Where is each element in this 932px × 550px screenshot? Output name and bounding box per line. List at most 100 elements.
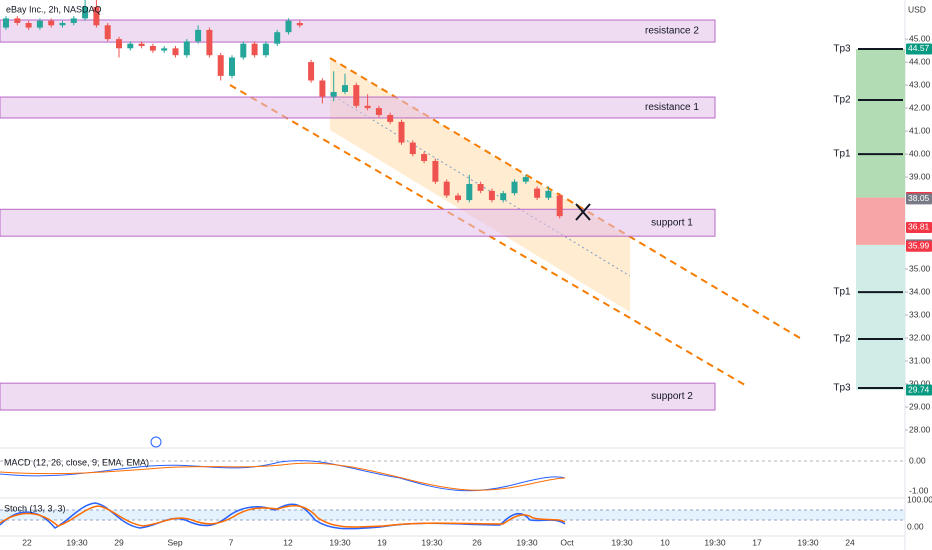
y-tick-label: 30.00 — [909, 378, 931, 388]
candle-body — [36, 20, 43, 28]
x-tick-label: 19 — [377, 537, 387, 547]
zone — [0, 19, 716, 43]
x-tick-label: 26 — [472, 537, 482, 547]
candle-body — [25, 22, 32, 28]
candle-body — [217, 55, 224, 76]
candle-body — [466, 183, 473, 201]
candle-body — [387, 114, 394, 122]
price-badge-label: 36.81 — [908, 222, 930, 232]
zone-label: resistance 2 — [645, 26, 699, 37]
zone-label: resistance 1 — [645, 102, 699, 113]
x-tick-label: Sep — [167, 537, 182, 547]
price-badge — [906, 240, 932, 252]
x-tick-label: 19:30 — [516, 537, 538, 547]
candle-body — [364, 105, 371, 109]
channel-lower — [229, 84, 746, 386]
x-tick-label: 19:30 — [329, 537, 351, 547]
zone-label: support 2 — [651, 391, 693, 402]
macd-label: MACD (12, 26, close, 9, EMA, EMA) — [4, 457, 149, 467]
candle-body — [206, 29, 213, 56]
x-tick-label: 24 — [845, 537, 855, 547]
candle-body — [443, 181, 450, 196]
y-tick-label: 33.00 — [909, 309, 931, 319]
candle-body — [455, 195, 461, 201]
x-tick-label: 19:30 — [421, 537, 443, 547]
target-label: Tp3 — [833, 44, 851, 55]
stoch-tick-label: 0.00 — [907, 521, 924, 531]
candle-body — [477, 183, 484, 191]
y-tick-label: 31.00 — [909, 355, 931, 365]
candle-body — [353, 85, 360, 106]
y-tick-label: 43.00 — [909, 79, 931, 89]
price-badge-label: 38.05 — [908, 193, 930, 203]
macd-tick-label: 0.00 — [909, 455, 926, 465]
y-tick-label: 44.00 — [909, 56, 931, 66]
candle-body — [342, 85, 348, 92]
candle-body — [375, 108, 382, 115]
y-tick-label: 45.00 — [909, 33, 931, 43]
profit-box — [856, 48, 905, 198]
stoch-k — [0, 502, 566, 530]
candle-body — [330, 91, 337, 97]
candle-body — [296, 22, 303, 26]
candle-body — [104, 25, 111, 40]
candle-body — [534, 188, 541, 198]
candle-body — [14, 18, 21, 23]
zone — [0, 208, 716, 237]
y-tick-label: 32.00 — [909, 332, 931, 342]
target-label: Tp1 — [833, 149, 851, 160]
candle-body — [545, 190, 552, 198]
y-tick-label: 28.00 — [909, 424, 931, 434]
x-tick-label: 22 — [22, 537, 32, 547]
candle-body — [432, 160, 439, 182]
x-tick-label: 19:30 — [797, 537, 819, 547]
candle-body — [48, 20, 55, 26]
candle-body — [70, 18, 77, 23]
target-label: Tp1 — [833, 287, 851, 298]
candle-body — [229, 57, 235, 76]
candle-body — [285, 20, 292, 33]
target-label: Tp3 — [833, 383, 851, 394]
candle-body — [421, 154, 428, 161]
macd-signal — [0, 462, 566, 491]
candle-body — [3, 18, 9, 28]
x-tick-label: 7 — [229, 537, 234, 547]
candle-body — [240, 43, 247, 58]
x-tick-label: 19:30 — [66, 537, 88, 547]
candle-body — [511, 181, 518, 194]
candle-body — [138, 43, 145, 46]
candle-body — [59, 22, 66, 26]
price-badge — [906, 43, 932, 55]
macd-tick-label: -1.00 — [909, 485, 929, 495]
x-tick-label: 29 — [114, 537, 124, 547]
x-tick-label: 19:30 — [611, 537, 633, 547]
candle-body — [398, 121, 405, 143]
x-tick-label: 12 — [283, 537, 293, 547]
candle-body — [116, 39, 122, 49]
y-tick-label: 42.00 — [909, 102, 931, 112]
candle-body — [274, 32, 281, 44]
candle-body — [161, 48, 168, 51]
zone — [0, 382, 716, 411]
candle-body — [172, 48, 179, 56]
candle-body — [195, 29, 202, 42]
x-tick-label: 10 — [660, 537, 670, 547]
y-tick-label: 39.00 — [909, 171, 931, 181]
stoch-tick-label: 100.00 — [907, 494, 932, 504]
x-tick-label: Oct — [560, 537, 574, 547]
candle-body — [251, 43, 258, 56]
price-badge — [906, 221, 932, 233]
candle-body — [149, 45, 156, 51]
zone-label: support 1 — [651, 217, 693, 228]
candle-body — [82, 6, 89, 19]
profit-box-2 — [856, 244, 905, 391]
x-tick-label: 19:30 — [704, 537, 726, 547]
candle-body — [319, 80, 326, 97]
candle-body — [488, 190, 495, 201]
price-badge-label: 35.99 — [908, 241, 930, 251]
y-tick-label: 34.00 — [909, 286, 931, 296]
candle-body — [308, 62, 315, 81]
candle-body — [500, 193, 507, 201]
y-tick-label: 29.00 — [909, 401, 931, 411]
candle-body — [262, 43, 269, 56]
